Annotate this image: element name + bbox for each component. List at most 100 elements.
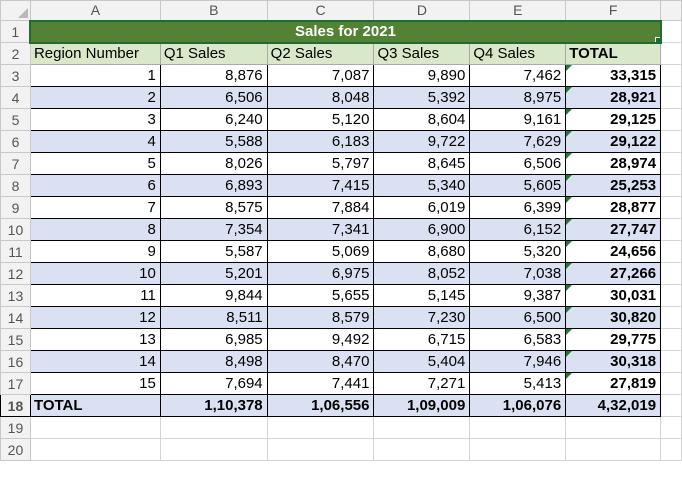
row-total-cell[interactable]: 28,974 bbox=[565, 152, 662, 175]
row-total-cell[interactable]: 28,877 bbox=[565, 196, 662, 219]
q3-cell[interactable]: 8,645 bbox=[373, 152, 471, 175]
q4-cell[interactable]: 6,506 bbox=[469, 152, 567, 175]
region-number-cell[interactable]: 1 bbox=[29, 64, 161, 87]
region-number-cell[interactable]: 7 bbox=[29, 196, 161, 219]
q1-cell[interactable]: 6,506 bbox=[159, 86, 268, 109]
grand-total[interactable]: 4,32,019 bbox=[565, 394, 662, 417]
header-region-number[interactable]: Region Number bbox=[29, 42, 161, 65]
header-q1-sales[interactable]: Q1 Sales bbox=[159, 42, 268, 65]
row-header[interactable]: 10 bbox=[0, 218, 31, 241]
row-total-cell[interactable]: 30,031 bbox=[565, 284, 662, 307]
q4-cell[interactable]: 8,975 bbox=[469, 86, 567, 109]
q1-cell[interactable]: 6,240 bbox=[159, 108, 268, 131]
row-header[interactable]: 18 bbox=[0, 394, 31, 417]
row-header[interactable]: 6 bbox=[0, 130, 31, 153]
row-header[interactable]: 20 bbox=[0, 438, 31, 461]
column-header-f[interactable]: F bbox=[565, 0, 662, 21]
q4-cell[interactable]: 6,152 bbox=[469, 218, 567, 241]
cell[interactable] bbox=[660, 240, 682, 263]
row-header[interactable]: 17 bbox=[0, 372, 31, 395]
row-total-cell[interactable]: 27,747 bbox=[565, 218, 662, 241]
cell[interactable] bbox=[266, 416, 375, 439]
row-header[interactable]: 14 bbox=[0, 306, 31, 329]
q2-cell[interactable]: 7,087 bbox=[266, 64, 375, 87]
q2-cell[interactable]: 7,415 bbox=[266, 174, 375, 197]
row-total-cell[interactable]: 29,125 bbox=[565, 108, 662, 131]
region-number-cell[interactable]: 13 bbox=[29, 328, 161, 351]
q2-cell[interactable]: 8,048 bbox=[266, 86, 375, 109]
cell[interactable] bbox=[660, 350, 682, 373]
q4-cell[interactable]: 9,161 bbox=[469, 108, 567, 131]
cell[interactable] bbox=[660, 108, 682, 131]
column-header-d[interactable]: D bbox=[373, 0, 471, 21]
q4-cell[interactable]: 6,583 bbox=[469, 328, 567, 351]
q3-cell[interactable]: 5,340 bbox=[373, 174, 471, 197]
column-header-b[interactable]: B bbox=[159, 0, 268, 21]
row-header[interactable]: 9 bbox=[0, 196, 31, 219]
cell[interactable] bbox=[660, 20, 682, 43]
region-number-cell[interactable]: 4 bbox=[29, 130, 161, 153]
select-all-corner[interactable] bbox=[0, 0, 31, 21]
cell[interactable] bbox=[565, 416, 662, 439]
cell[interactable] bbox=[660, 130, 682, 153]
cell[interactable] bbox=[660, 306, 682, 329]
row-header[interactable]: 3 bbox=[0, 64, 31, 87]
header-q3-sales[interactable]: Q3 Sales bbox=[373, 42, 471, 65]
q2-cell[interactable]: 8,579 bbox=[266, 306, 375, 329]
column-header-e[interactable]: E bbox=[469, 0, 567, 21]
total-q2[interactable]: 1,06,556 bbox=[266, 394, 375, 417]
row-total-cell[interactable]: 29,122 bbox=[565, 130, 662, 153]
q1-cell[interactable]: 8,575 bbox=[159, 196, 268, 219]
cell[interactable] bbox=[660, 328, 682, 351]
q4-cell[interactable]: 9,387 bbox=[469, 284, 567, 307]
row-header[interactable]: 11 bbox=[0, 240, 31, 263]
header-total[interactable]: TOTAL bbox=[565, 42, 662, 65]
q1-cell[interactable]: 5,201 bbox=[159, 262, 268, 285]
q1-cell[interactable]: 7,694 bbox=[159, 372, 268, 395]
q3-cell[interactable]: 5,404 bbox=[373, 350, 471, 373]
q3-cell[interactable]: 6,019 bbox=[373, 196, 471, 219]
q1-cell[interactable]: 6,985 bbox=[159, 328, 268, 351]
row-header[interactable]: 13 bbox=[0, 284, 31, 307]
q3-cell[interactable]: 7,271 bbox=[373, 372, 471, 395]
totals-label[interactable]: TOTAL bbox=[29, 394, 161, 417]
q3-cell[interactable]: 7,230 bbox=[373, 306, 471, 329]
q2-cell[interactable]: 8,470 bbox=[266, 350, 375, 373]
q3-cell[interactable]: 8,052 bbox=[373, 262, 471, 285]
region-number-cell[interactable]: 6 bbox=[29, 174, 161, 197]
total-q3[interactable]: 1,09,009 bbox=[373, 394, 471, 417]
cell[interactable] bbox=[660, 394, 682, 417]
row-header[interactable]: 4 bbox=[0, 86, 31, 109]
cell[interactable] bbox=[660, 416, 682, 439]
row-header[interactable]: 1 bbox=[0, 20, 31, 43]
cell[interactable] bbox=[660, 284, 682, 307]
q4-cell[interactable]: 5,605 bbox=[469, 174, 567, 197]
cell[interactable] bbox=[29, 438, 161, 461]
region-number-cell[interactable]: 5 bbox=[29, 152, 161, 175]
q1-cell[interactable]: 8,498 bbox=[159, 350, 268, 373]
row-total-cell[interactable]: 25,253 bbox=[565, 174, 662, 197]
row-header[interactable]: 8 bbox=[0, 174, 31, 197]
q4-cell[interactable]: 7,946 bbox=[469, 350, 567, 373]
q2-cell[interactable]: 5,120 bbox=[266, 108, 375, 131]
cell[interactable] bbox=[29, 416, 161, 439]
q3-cell[interactable]: 8,604 bbox=[373, 108, 471, 131]
region-number-cell[interactable]: 9 bbox=[29, 240, 161, 263]
fill-handle[interactable] bbox=[654, 36, 659, 41]
q2-cell[interactable]: 7,341 bbox=[266, 218, 375, 241]
q3-cell[interactable]: 5,392 bbox=[373, 86, 471, 109]
cell[interactable] bbox=[660, 42, 682, 65]
q1-cell[interactable]: 5,587 bbox=[159, 240, 268, 263]
cell[interactable] bbox=[660, 64, 682, 87]
q2-cell[interactable]: 5,655 bbox=[266, 284, 375, 307]
q4-cell[interactable]: 7,629 bbox=[469, 130, 567, 153]
total-q1[interactable]: 1,10,378 bbox=[159, 394, 268, 417]
row-total-cell[interactable]: 30,318 bbox=[565, 350, 662, 373]
q4-cell[interactable]: 6,500 bbox=[469, 306, 567, 329]
region-number-cell[interactable]: 2 bbox=[29, 86, 161, 109]
cell[interactable] bbox=[159, 438, 268, 461]
cell[interactable] bbox=[660, 218, 682, 241]
q1-cell[interactable]: 8,876 bbox=[159, 64, 268, 87]
cell[interactable] bbox=[373, 416, 471, 439]
q1-cell[interactable]: 9,844 bbox=[159, 284, 268, 307]
